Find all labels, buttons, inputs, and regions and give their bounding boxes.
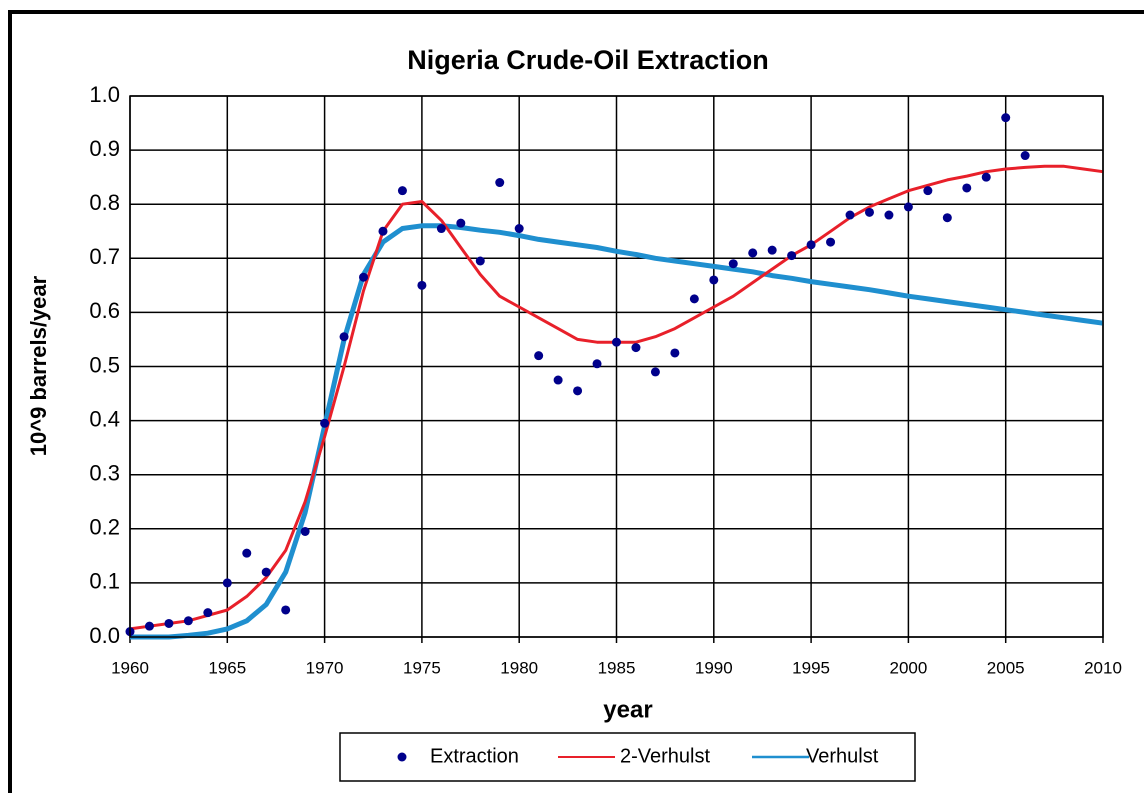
data-point	[845, 210, 855, 220]
data-point	[650, 367, 660, 377]
data-point	[534, 351, 544, 361]
x-tick-label: 2010	[1084, 658, 1122, 677]
x-tick-label: 1995	[792, 658, 830, 677]
data-point	[670, 348, 680, 358]
data-point	[903, 202, 913, 212]
data-point	[495, 178, 505, 188]
data-point	[689, 294, 699, 304]
x-axis-label: year	[603, 696, 652, 723]
x-tick-label: 1975	[403, 658, 441, 677]
data-point	[436, 224, 446, 234]
y-tick-label: 0.4	[89, 406, 120, 431]
x-tick-label: 2000	[889, 658, 927, 677]
y-tick-label: 0.6	[89, 298, 120, 323]
data-point	[417, 280, 427, 290]
data-point	[359, 272, 369, 282]
data-point	[320, 418, 330, 428]
data-point	[514, 224, 524, 234]
data-point	[553, 375, 563, 385]
data-point	[962, 183, 972, 193]
data-point	[456, 218, 466, 228]
data-point	[884, 210, 894, 220]
data-point	[631, 343, 641, 353]
data-point	[981, 172, 991, 182]
data-point	[183, 616, 193, 626]
data-point	[923, 186, 933, 196]
legend	[339, 732, 916, 782]
series-line	[130, 223, 1104, 640]
legend-label: Verhulst	[806, 745, 879, 767]
x-tick-label: 1990	[695, 658, 733, 677]
data-point	[1001, 113, 1011, 123]
data-point	[573, 386, 583, 396]
data-point	[806, 240, 816, 250]
data-point	[475, 256, 485, 266]
data-point	[203, 608, 213, 618]
y-tick-label: 0.0	[89, 623, 120, 648]
data-point	[748, 248, 758, 258]
data-point	[164, 618, 174, 628]
y-tick-label: 1.0	[89, 82, 120, 107]
y-tick-label: 0.3	[89, 461, 120, 486]
data-point	[612, 337, 621, 347]
data-point	[709, 275, 719, 285]
x-tick-label: 1965	[208, 658, 246, 677]
legend-label: Extraction	[430, 745, 519, 767]
x-tick-label: 1980	[500, 658, 538, 677]
data-point	[397, 186, 407, 196]
data-point	[242, 548, 252, 558]
data-point	[300, 527, 310, 537]
data-point	[261, 567, 271, 577]
data-point	[787, 251, 797, 261]
data-point	[826, 237, 836, 247]
x-tick-label: 1960	[111, 658, 149, 677]
legend-label: 2-Verhulst	[620, 745, 710, 767]
data-point	[728, 259, 738, 269]
y-tick-label: 0.5	[89, 352, 120, 377]
x-tick-label: 2005	[987, 658, 1025, 677]
chart-title: Nigeria Crude-Oil Extraction	[407, 45, 769, 75]
data-point	[767, 245, 777, 255]
data-point	[864, 207, 874, 217]
y-tick-label: 0.9	[89, 136, 120, 161]
x-tick-label: 1985	[598, 658, 636, 677]
data-point	[144, 621, 154, 631]
data-point	[222, 578, 232, 588]
data-point	[339, 332, 349, 342]
data-point	[378, 226, 388, 236]
y-tick-label: 0.1	[89, 569, 120, 594]
y-tick-label: 0.7	[89, 244, 120, 269]
data-point	[1020, 151, 1030, 161]
y-axis-label: 10^9 barrels/year	[26, 275, 51, 456]
data-point	[592, 359, 602, 369]
legend-marker	[397, 752, 407, 762]
data-point	[942, 213, 952, 223]
x-tick-label: 1970	[306, 658, 344, 677]
y-tick-label: 0.2	[89, 515, 120, 540]
plot-border	[129, 95, 1104, 638]
frame	[8, 10, 1144, 793]
y-tick-label: 0.8	[89, 190, 120, 215]
data-point	[281, 605, 291, 615]
